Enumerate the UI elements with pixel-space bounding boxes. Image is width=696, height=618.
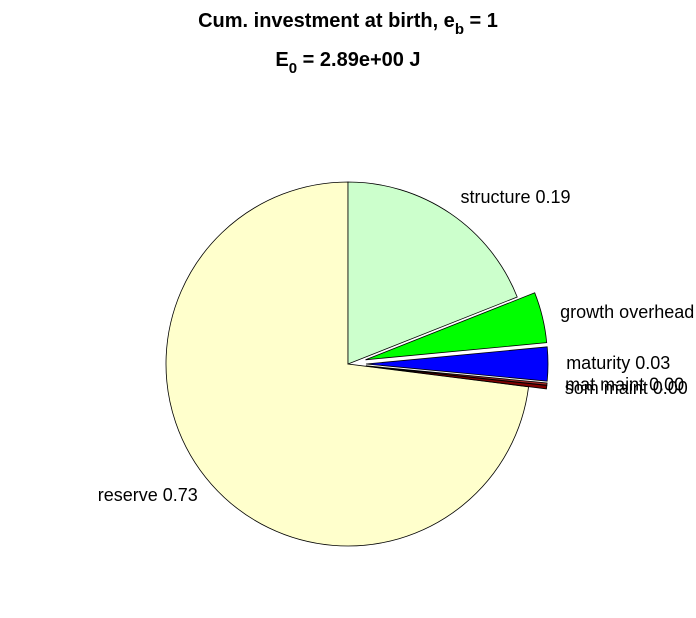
pie-slice <box>347 181 518 365</box>
subtitle-text: = 2.89e+00 J <box>297 49 420 71</box>
slice-label: maturity 0.03 <box>566 353 670 373</box>
slice-label: growth overhead 0.05 <box>560 302 696 322</box>
pie-slice <box>365 292 548 361</box>
chart-title: Cum. investment at birth, eb = 1 <box>198 10 498 38</box>
title-subscript: b <box>455 21 464 38</box>
slice-label: mat maint 0.00 <box>565 375 684 395</box>
pie-slice <box>365 346 549 382</box>
pie-slice <box>365 365 548 386</box>
subtitle-text: E <box>275 49 288 71</box>
slice-label: som maint 0.00 <box>565 378 688 398</box>
slice-label: structure 0.19 <box>461 187 571 207</box>
slice-label: reserve 0.73 <box>98 485 198 505</box>
title-text: = 1 <box>464 10 498 32</box>
title-text: Cum. investment at birth, e <box>198 10 455 32</box>
pie-slice <box>165 181 530 547</box>
chart-subtitle: E0 = 2.89e+00 J <box>275 49 420 77</box>
subtitle-subscript: 0 <box>289 60 297 77</box>
